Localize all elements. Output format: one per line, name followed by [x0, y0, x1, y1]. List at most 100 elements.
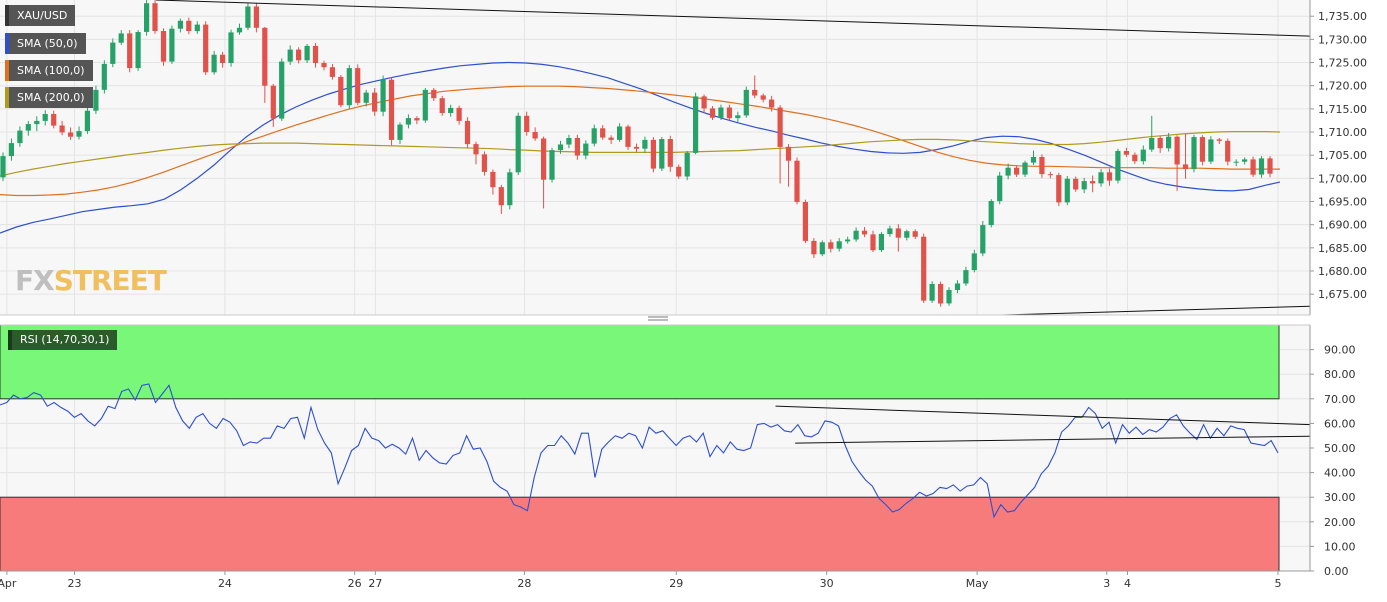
candle-body [220, 54, 226, 63]
legend-sma100[interactable]: SMA (100,0) [5, 60, 93, 81]
candle-body [1132, 154, 1138, 162]
candle [473, 141, 479, 165]
rsi-tick-label: 70.00 [1324, 393, 1356, 406]
legend-sma200-label: SMA (200,0) [17, 91, 85, 104]
price-tick-label: 1,675.00 [1318, 288, 1367, 301]
candle-body [355, 68, 361, 103]
rsi-trendline [795, 435, 1311, 444]
candle-body [481, 154, 487, 172]
candle [802, 199, 808, 244]
time-tick-label: 24 [218, 577, 232, 590]
candle-body [777, 107, 783, 147]
candle-body [51, 114, 57, 126]
time-tick-label: 4 [1124, 577, 1131, 590]
price-axis-ticks: 1,675.00 1,680.00 1,685.00 1,690.00 1,695.00… [1310, 10, 1367, 301]
candle-body [236, 27, 243, 33]
candle [8, 138, 14, 161]
candle-body [861, 230, 868, 235]
candle [262, 26, 268, 103]
candle [110, 38, 116, 68]
legend-sma50-swatch [5, 33, 9, 54]
candle [988, 199, 994, 228]
legend-rsi[interactable]: RSI (14,70,30,1) [8, 330, 118, 350]
candle-body [1081, 181, 1087, 190]
sma200-line [0, 131, 1281, 177]
candle-body [549, 150, 555, 180]
rsi-tick-label: 40.00 [1324, 467, 1356, 480]
candle [929, 281, 935, 303]
candle-body [1064, 178, 1070, 203]
candle-body [101, 63, 107, 90]
candle-body [980, 225, 986, 254]
candle [464, 117, 471, 149]
rsi-tick-label: 60.00 [1324, 417, 1356, 430]
candle [1005, 163, 1011, 180]
candle [777, 105, 783, 184]
candle-body [42, 114, 48, 121]
candle-body [1225, 140, 1231, 162]
candle [1022, 160, 1028, 177]
candle [1258, 156, 1265, 178]
candle [279, 58, 285, 121]
candle-body [507, 172, 513, 206]
candle [17, 126, 23, 147]
candle [726, 104, 732, 121]
candle [912, 229, 918, 240]
pane-divider-handle[interactable] [648, 316, 668, 321]
candle [1056, 172, 1062, 207]
candle-body [524, 115, 530, 132]
candle [701, 94, 707, 114]
candle [422, 88, 428, 123]
price-tick-label: 1,685.00 [1318, 242, 1367, 255]
candle [676, 164, 682, 179]
legend-sma50[interactable]: SMA (50,0) [5, 33, 86, 54]
candle-body [684, 152, 690, 177]
candle [321, 60, 327, 71]
candle [397, 122, 403, 145]
legend-symbol[interactable]: XAU/USD [5, 5, 76, 26]
candle [118, 30, 124, 45]
moving-averages [0, 61, 1281, 234]
legend-sma200[interactable]: SMA (200,0) [5, 87, 93, 108]
candle-body [414, 118, 420, 121]
candle-body [608, 137, 614, 140]
candle-body [363, 92, 369, 103]
candle [870, 230, 876, 252]
candle-body [1140, 149, 1146, 162]
candle-body [245, 6, 251, 28]
candle-body [963, 270, 969, 284]
candle [887, 225, 893, 237]
candle-body [1005, 167, 1011, 176]
candle [355, 64, 361, 106]
candle-body [819, 242, 825, 255]
candle [625, 124, 631, 151]
time-tick-label: 3 [1103, 577, 1110, 590]
candle-body [397, 124, 403, 140]
candle-body [456, 107, 462, 121]
price-tick-label: 1,680.00 [1318, 265, 1367, 278]
time-tick-label: 5 [1274, 577, 1281, 590]
candle-body [473, 144, 479, 155]
candle [971, 249, 977, 273]
candle [600, 125, 606, 140]
price-tick-label: 1,715.00 [1318, 103, 1367, 116]
candle [574, 134, 580, 160]
candle [1182, 133, 1189, 179]
candle-body [1182, 164, 1189, 169]
candle [211, 50, 217, 75]
candle-body [904, 231, 910, 238]
candle-body [228, 32, 234, 63]
candle [1047, 171, 1053, 179]
candle [828, 239, 834, 253]
candle [405, 114, 411, 129]
candle-body [541, 138, 547, 180]
candle [811, 238, 817, 259]
candle [1208, 136, 1214, 164]
candle-body [794, 160, 800, 202]
candle-body [532, 132, 538, 139]
candle [1115, 148, 1121, 184]
rsi-trendline [775, 405, 1311, 426]
candle [1014, 165, 1020, 177]
candle [617, 123, 623, 142]
legend-swatch [5, 5, 9, 26]
